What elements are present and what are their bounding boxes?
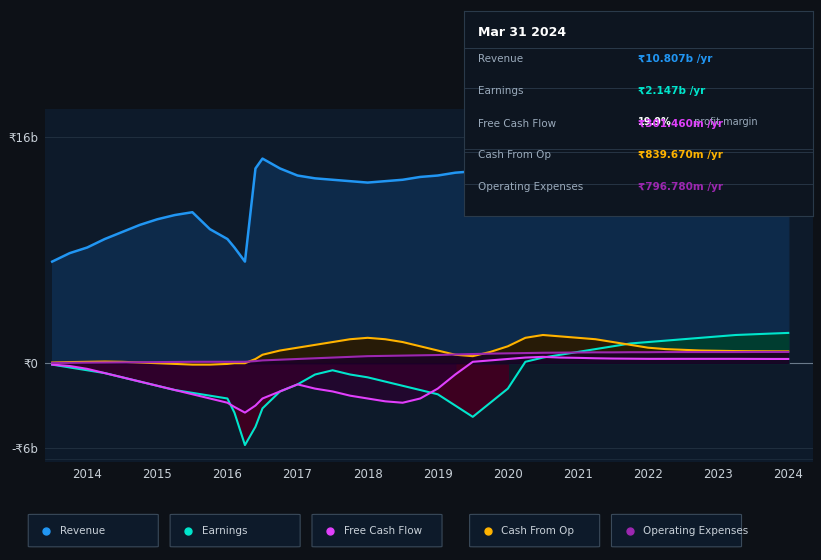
FancyBboxPatch shape xyxy=(470,515,599,547)
Text: ₹301.460m /yr: ₹301.460m /yr xyxy=(639,119,723,128)
Text: Revenue: Revenue xyxy=(478,54,523,64)
Text: Free Cash Flow: Free Cash Flow xyxy=(478,119,556,128)
Text: Revenue: Revenue xyxy=(60,526,105,535)
Text: ₹839.670m /yr: ₹839.670m /yr xyxy=(639,150,723,160)
FancyBboxPatch shape xyxy=(612,515,741,547)
Text: 19.9%: 19.9% xyxy=(639,118,672,128)
FancyBboxPatch shape xyxy=(28,515,158,547)
Text: Free Cash Flow: Free Cash Flow xyxy=(343,526,422,535)
Text: ₹10.807b /yr: ₹10.807b /yr xyxy=(639,54,713,64)
Text: ₹2.147b /yr: ₹2.147b /yr xyxy=(639,86,705,96)
Text: profit margin: profit margin xyxy=(690,118,757,128)
Text: Cash From Op: Cash From Op xyxy=(501,526,574,535)
Text: Cash From Op: Cash From Op xyxy=(478,150,551,160)
Text: Earnings: Earnings xyxy=(478,86,523,96)
FancyBboxPatch shape xyxy=(170,515,300,547)
Text: Operating Expenses: Operating Expenses xyxy=(643,526,748,535)
FancyBboxPatch shape xyxy=(312,515,442,547)
Text: Operating Expenses: Operating Expenses xyxy=(478,182,583,192)
Text: ₹796.780m /yr: ₹796.780m /yr xyxy=(639,182,723,192)
Text: Earnings: Earnings xyxy=(202,526,247,535)
Text: Mar 31 2024: Mar 31 2024 xyxy=(478,26,566,39)
